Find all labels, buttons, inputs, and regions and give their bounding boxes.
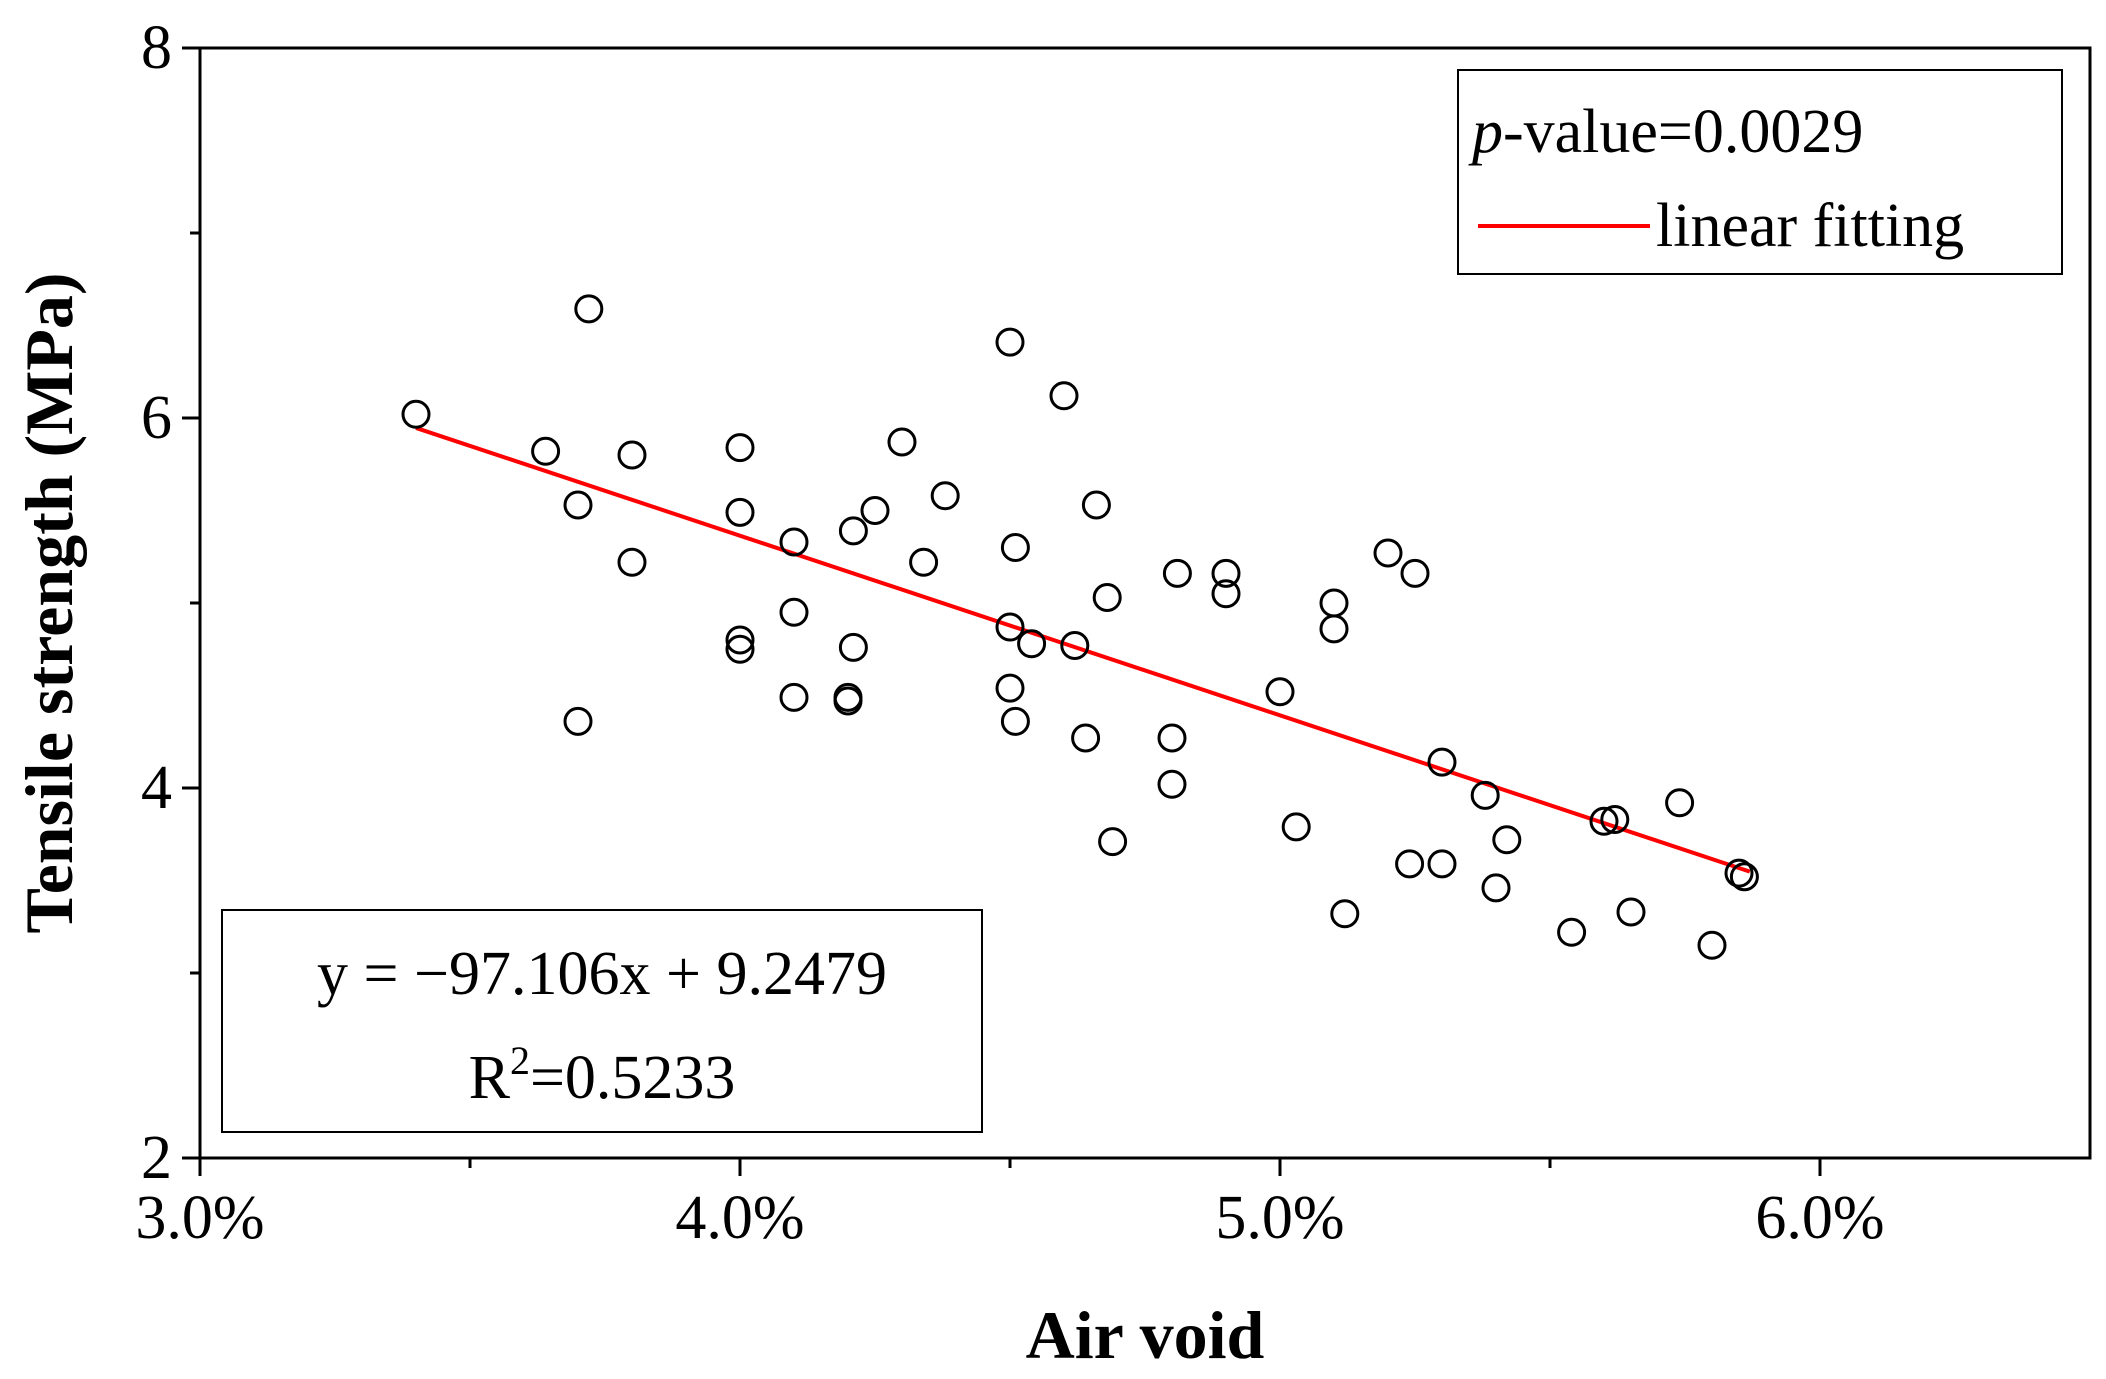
data-point [1092,582,1122,612]
y-axis-title: Tensile strength (MPa) [11,272,87,933]
data-point [1427,747,1457,777]
data-point [1211,579,1241,609]
legend-fit-label: linear fitting [1656,192,1964,260]
data-point [779,682,809,712]
data-point [574,294,604,324]
data-point [1319,588,1349,618]
data-point [1265,677,1295,707]
x-tick-label: 4.0% [675,1184,804,1252]
data-point [1470,780,1500,810]
data-point [1211,558,1241,588]
data-point [1600,804,1630,834]
data-point [1427,849,1457,879]
r-squared-value: =0.5233 [530,1044,735,1112]
data-point [909,547,939,577]
data-point [833,686,863,716]
data-point [725,634,755,664]
data-point [1400,558,1430,588]
data-point [838,632,868,662]
data-point [1162,558,1192,588]
data-point [1049,381,1079,411]
data-point [995,673,1025,703]
data-point [531,436,561,466]
data-point [725,497,755,527]
data-point [1330,899,1360,929]
linear-fit-line [415,426,1751,874]
data-point [1071,723,1101,753]
r-squared-prefix: R [469,1044,511,1112]
data-point [725,625,755,655]
legend-pvalue: p-value=0.0029 [1468,98,1863,166]
data-point [779,527,809,557]
data-point [1281,812,1311,842]
data-point [860,496,890,525]
scatter-points [401,294,1759,960]
data-point [1098,827,1128,857]
data-point [1373,538,1403,568]
data-point [1729,862,1759,892]
data-point [930,481,960,511]
data-point [1395,849,1425,879]
fit-equation: y = −97.106x + 9.2479 [317,940,887,1008]
legend-pvalue-text: -value=0.0029 [1503,98,1863,166]
y-axis: 2 4 6 8 [141,14,200,1192]
data-point [1589,806,1619,836]
y-tick-label: 2 [141,1124,172,1192]
data-point [617,440,647,470]
data-point [1000,533,1030,562]
x-axis-title: Air void [1026,1297,1265,1373]
x-tick-label: 3.0% [135,1184,264,1252]
data-point [1319,614,1349,644]
data-point [1481,873,1511,903]
data-point [617,547,647,577]
data-point [1000,706,1030,736]
data-point [887,427,917,457]
data-point [563,706,593,736]
data-point [1157,769,1187,799]
y-tick-label: 6 [141,384,172,452]
legend-box [1457,69,2063,275]
x-axis: 3.0% 4.0% 5.0% 6.0% [135,1158,1885,1252]
y-tick-label: 4 [141,754,172,822]
data-point [725,433,755,463]
data-point [1060,631,1090,661]
data-point [995,327,1025,357]
data-point [779,597,809,627]
data-point [563,490,593,520]
data-point [995,612,1025,642]
x-tick-label: 6.0% [1755,1184,1884,1252]
equation-box [221,909,983,1133]
data-point [1157,723,1187,753]
y-tick-label: 8 [141,14,172,82]
data-point [1665,788,1695,818]
data-point [1697,930,1727,960]
r-squared: R2=0.5233 [469,1038,736,1112]
equation-annotation: y = −97.106x + 9.2479 R2=0.5233 [221,909,983,1133]
data-point [1492,825,1522,855]
data-point [1081,490,1111,520]
legend-pvalue-p: p [1468,98,1503,166]
x-tick-label: 5.0% [1215,1184,1344,1252]
r-squared-superscript: 2 [510,1038,530,1083]
data-point [838,516,868,546]
legend: p-value=0.0029 linear fitting [1457,69,2063,275]
data-point [1724,858,1754,888]
data-point [1616,897,1646,927]
data-point [1017,629,1047,659]
data-point [1557,917,1587,947]
data-point [401,399,431,429]
